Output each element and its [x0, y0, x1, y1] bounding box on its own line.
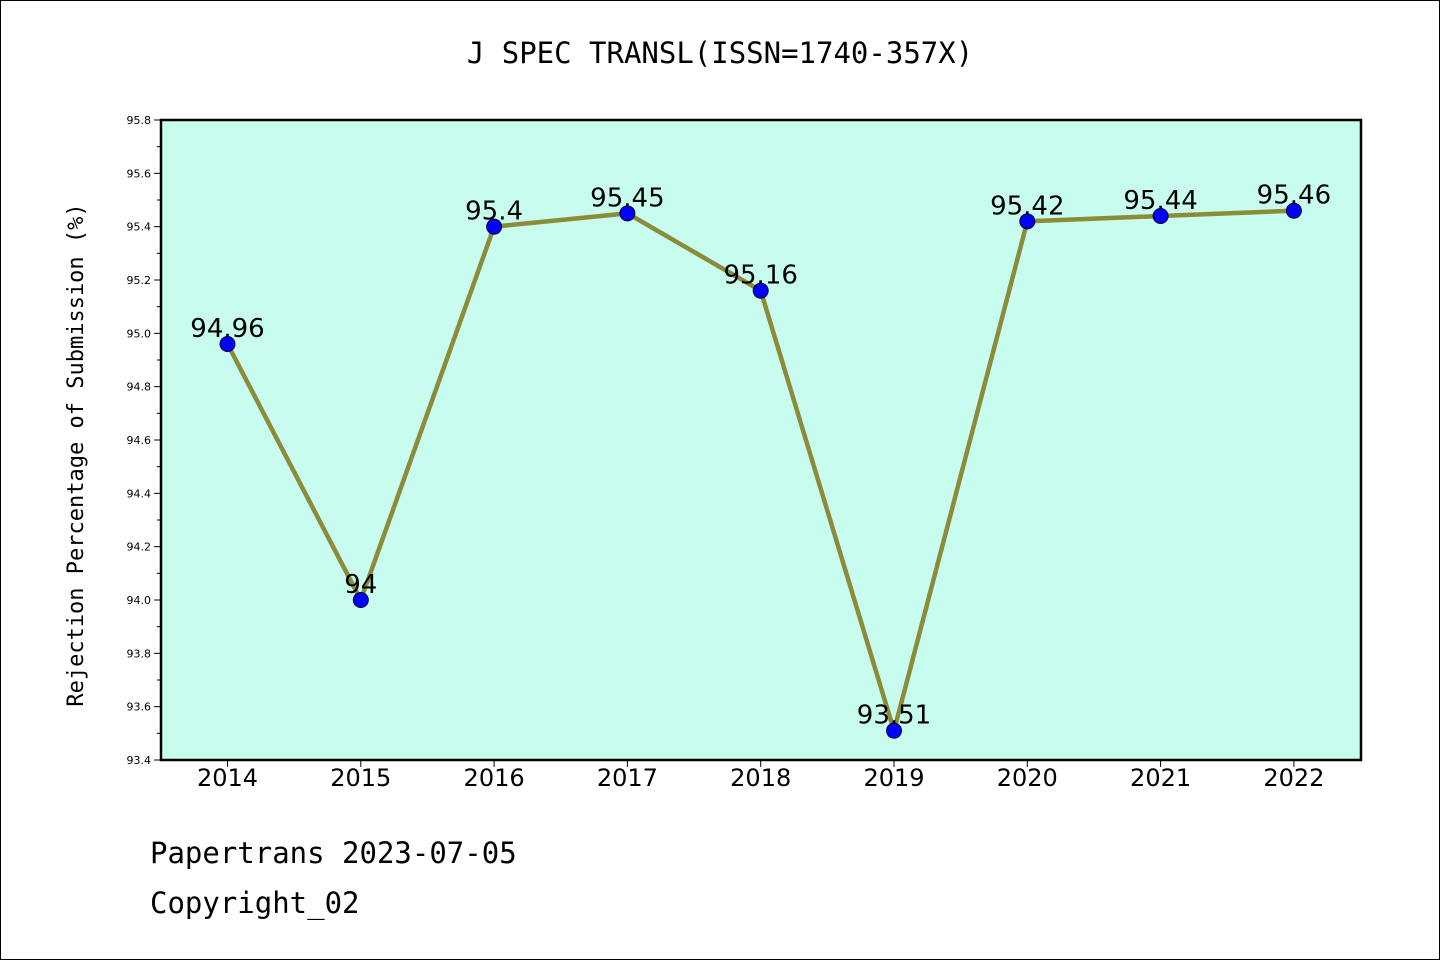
x-tick-label: 2016: [464, 764, 525, 792]
y-tick-label: 95.0: [127, 327, 152, 340]
y-tick-label: 95.8: [127, 114, 152, 127]
x-tick-label: 2019: [863, 764, 924, 792]
data-point: [352, 592, 369, 608]
y-tick-label: 94.4: [127, 487, 152, 500]
x-axis: 2014 2015 2016 2017 2018 2019 2020 2021 2022: [197, 760, 1324, 792]
footer-copyright: Copyright_02: [150, 886, 360, 920]
data-label: 95.42: [990, 191, 1064, 221]
data-label: 95.45: [590, 183, 664, 213]
y-tick-label: 93.4: [127, 754, 152, 767]
data-point: [219, 336, 236, 352]
data-point: [752, 282, 769, 299]
data-label: 93.51: [857, 701, 931, 731]
data-label: 95.4: [465, 197, 523, 227]
data-label: 94.96: [190, 314, 264, 344]
y-axis: 93.4 93.6 93.8 94.0 94.2 94.4 94.6 94.8 95.0 95.2…: [127, 114, 161, 767]
data-point: [1019, 213, 1036, 230]
data-labels: 94.96 94 95.4 95.45 95.16 93.51 95.42 95.44 95.4…: [190, 181, 1331, 731]
x-tick-label: 2015: [330, 764, 391, 792]
x-tick-label: 2014: [197, 764, 258, 792]
series-group: [219, 202, 1302, 739]
data-label: 95.16: [723, 261, 797, 291]
data-label: 94: [344, 570, 377, 600]
data-label: 95.44: [1123, 186, 1197, 216]
x-tick-label: 2020: [997, 764, 1058, 792]
y-tick-label: 95.4: [127, 221, 152, 234]
y-axis-label: Rejection Percentage of Submission (%): [64, 203, 89, 706]
data-label: 95.46: [1257, 181, 1331, 211]
x-tick-label: 2018: [730, 764, 791, 792]
y-tick-label: 93.8: [127, 647, 152, 660]
y-tick-label: 94.6: [127, 434, 152, 447]
data-point: [619, 205, 636, 222]
footer-date: Papertrans 2023-07-05: [150, 836, 517, 870]
y-tick-label: 94.8: [127, 381, 152, 394]
plot-area: [161, 120, 1361, 760]
data-point: [1285, 202, 1302, 219]
y-tick-label: 94.2: [127, 541, 152, 554]
plot-border: [159, 118, 1363, 762]
x-tick-label: 2017: [597, 764, 658, 792]
data-point: [1152, 208, 1169, 224]
y-tick-label: 94.0: [127, 594, 152, 607]
y-tick-label: 95.6: [127, 167, 152, 180]
data-point: [486, 218, 503, 235]
x-tick-label: 2021: [1130, 764, 1191, 792]
data-point: [886, 722, 902, 739]
y-tick-label: 93.6: [127, 701, 152, 714]
y-tick-label: 95.2: [127, 274, 152, 287]
chart-title: J SPEC TRANSL(ISSN=1740-357X): [466, 36, 974, 70]
x-tick-label: 2022: [1263, 764, 1324, 792]
